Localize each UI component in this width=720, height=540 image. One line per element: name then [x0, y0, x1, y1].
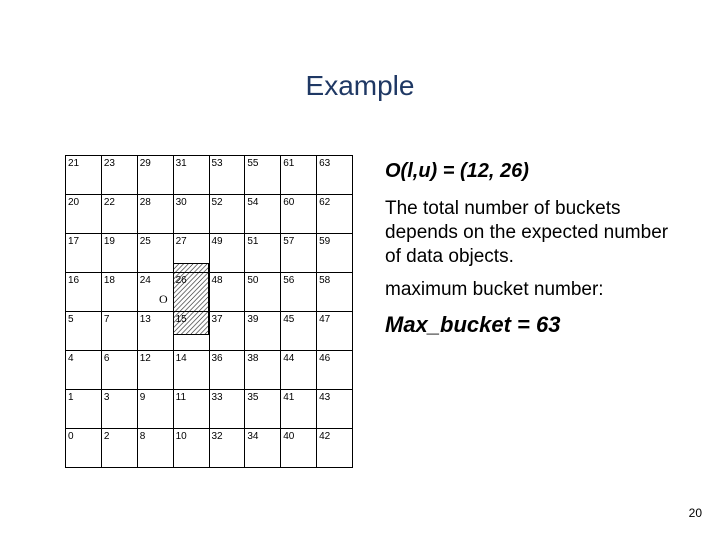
grid-cell: 1	[66, 390, 102, 429]
bucket-grid: 2123293153556163202228305254606217192527…	[65, 155, 353, 443]
formula-text: O(l,u) = (12, 26)	[385, 160, 675, 183]
grid-cell: 43	[317, 390, 353, 429]
paragraph-2: maximum bucket number:	[385, 278, 675, 302]
grid-cell: 32	[209, 429, 245, 468]
grid-cell: 63	[317, 156, 353, 195]
max-bucket-text: Max_bucket = 63	[385, 312, 675, 338]
grid-table: 2123293153556163202228305254606217192527…	[65, 155, 353, 468]
grid-cell: 49	[209, 234, 245, 273]
grid-cell: 44	[281, 351, 317, 390]
highlight-box	[173, 263, 209, 335]
grid-cell: 30	[173, 195, 209, 234]
grid-cell: 45	[281, 312, 317, 351]
grid-cell: 5	[66, 312, 102, 351]
grid-cell: 38	[245, 351, 281, 390]
grid-cell: 9	[137, 390, 173, 429]
hatch-pattern	[174, 264, 208, 334]
grid-cell: 18	[101, 273, 137, 312]
grid-cell: 61	[281, 156, 317, 195]
grid-cell: 14	[173, 351, 209, 390]
grid-cell: 31	[173, 156, 209, 195]
grid-cell: 20	[66, 195, 102, 234]
grid-cell: 60	[281, 195, 317, 234]
grid-cell: 40	[281, 429, 317, 468]
grid-cell: 33	[209, 390, 245, 429]
grid-cell: 39	[245, 312, 281, 351]
grid-cell: 13	[137, 312, 173, 351]
grid-cell: 25	[137, 234, 173, 273]
grid-cell: 47	[317, 312, 353, 351]
text-column: O(l,u) = (12, 26) The total number of bu…	[385, 160, 675, 338]
grid-cell: 29	[137, 156, 173, 195]
grid-cell: 53	[209, 156, 245, 195]
grid-cell: 11	[173, 390, 209, 429]
grid-cell: 34	[245, 429, 281, 468]
grid-cell: 59	[317, 234, 353, 273]
grid-cell: 3	[101, 390, 137, 429]
grid-cell: 37	[209, 312, 245, 351]
grid-cell: 46	[317, 351, 353, 390]
grid-cell: 55	[245, 156, 281, 195]
grid-cell: 58	[317, 273, 353, 312]
grid-cell: 57	[281, 234, 317, 273]
grid-cell: 62	[317, 195, 353, 234]
slide-title: Example	[0, 70, 720, 102]
grid-cell: 28	[137, 195, 173, 234]
grid-cell: 19	[101, 234, 137, 273]
grid-cell: 51	[245, 234, 281, 273]
grid-cell: 52	[209, 195, 245, 234]
grid-cell: 4	[66, 351, 102, 390]
grid-cell: 10	[173, 429, 209, 468]
grid-cell: 17	[66, 234, 102, 273]
page-number: 20	[689, 506, 702, 520]
grid-cell: 8	[137, 429, 173, 468]
grid-cell: 48	[209, 273, 245, 312]
grid-cell: 7	[101, 312, 137, 351]
grid-cell: 42	[317, 429, 353, 468]
grid-cell: 23	[101, 156, 137, 195]
grid-cell: 2	[101, 429, 137, 468]
highlight-label: O	[159, 292, 168, 307]
grid-cell: 12	[137, 351, 173, 390]
grid-cell: 0	[66, 429, 102, 468]
grid-cell: 21	[66, 156, 102, 195]
grid-cell: 41	[281, 390, 317, 429]
grid-cell: 6	[101, 351, 137, 390]
grid-cell: 56	[281, 273, 317, 312]
grid-cell: 22	[101, 195, 137, 234]
grid-cell: 35	[245, 390, 281, 429]
grid-cell: 54	[245, 195, 281, 234]
grid-cell: 50	[245, 273, 281, 312]
grid-cell: 16	[66, 273, 102, 312]
slide: Example 21232931535561632022283052546062…	[0, 0, 720, 540]
paragraph-1: The total number of buckets depends on t…	[385, 197, 675, 268]
grid-cell: 36	[209, 351, 245, 390]
